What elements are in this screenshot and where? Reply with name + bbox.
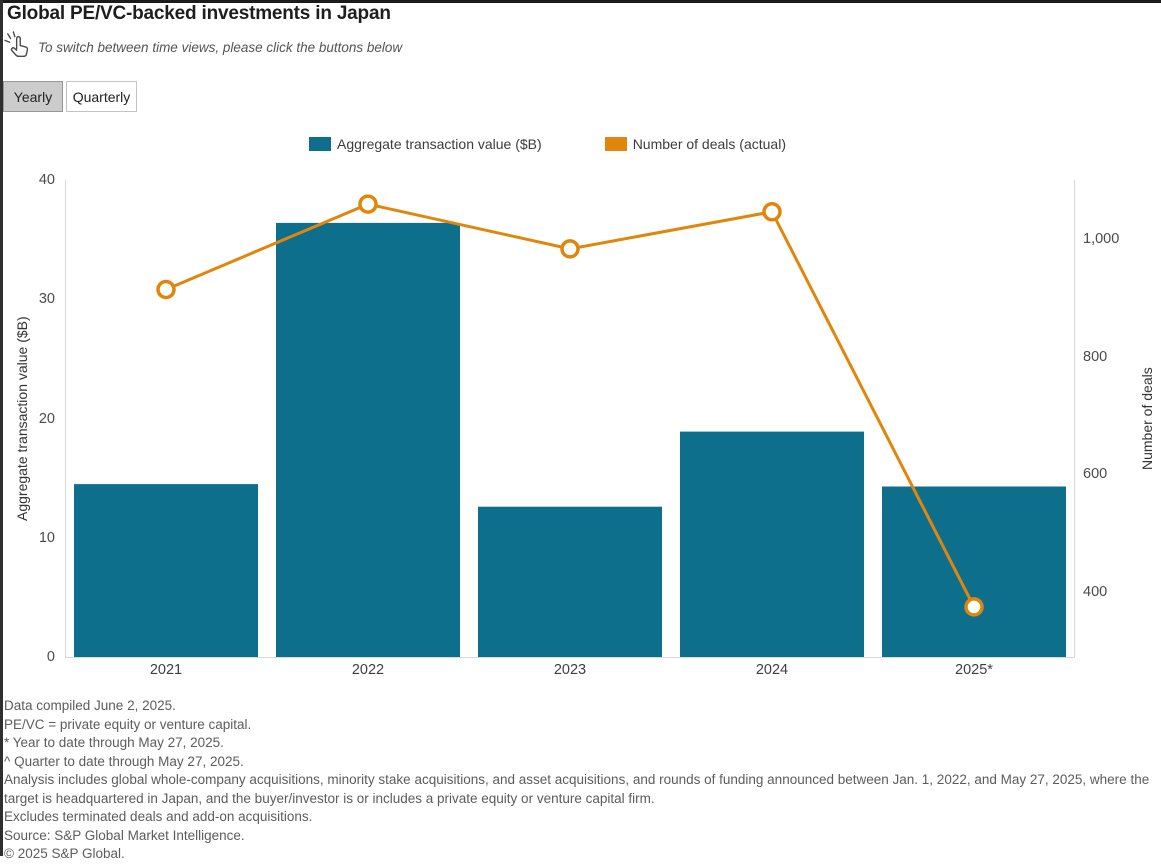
yearly-button[interactable]: Yearly: [3, 81, 63, 112]
legend-item-number-of-deals[interactable]: Number of deals (actual): [604, 136, 786, 152]
x-label-2024: 2024: [755, 662, 789, 678]
bar-series-swatch: [309, 137, 331, 151]
footnote-line-1: Data compiled June 2, 2025.: [4, 698, 176, 713]
right-tick-1000: 1,000: [1083, 230, 1120, 247]
legend-label: Number of deals (actual): [632, 136, 786, 152]
right-tick-800: 800: [1083, 348, 1108, 365]
footnote-line-2: PE/VC = private equity or venture capita…: [4, 716, 252, 732]
x-label-2021: 2021: [149, 662, 183, 678]
screen-edge-top: [0, 0, 1161, 3]
instruction-text: To switch between time views, please cli…: [38, 40, 403, 55]
footnote-line-8: © 2025 S&P Global.: [4, 846, 125, 861]
page-title: Global PE/VC-backed investments in Japan: [7, 3, 391, 24]
marker-2024[interactable]: [762, 202, 782, 222]
x-label-2023: 2023: [553, 662, 587, 678]
legend-label: Aggregate transaction value ($B): [337, 136, 542, 152]
screen-edge-left: [0, 0, 3, 856]
legend-item-transaction-value[interactable]: Aggregate transaction value ($B): [309, 136, 542, 152]
right-axis-ticks: 400 600 800 1,000: [1083, 180, 1135, 658]
line-series-swatch: [604, 137, 627, 151]
left-tick-0: 0: [46, 649, 55, 665]
plot-area: [65, 180, 1075, 658]
footnote-line-4: ^ Quarter to date through May 27, 2025.: [4, 753, 244, 769]
footnote-line-6: Excludes terminated deals and add-on acq…: [4, 809, 313, 824]
right-axis-title: Number of deals: [1139, 367, 1155, 470]
bar-2024[interactable]: [680, 431, 864, 657]
left-tick-30: 30: [38, 291, 55, 308]
bar-2022[interactable]: [276, 222, 460, 657]
marker-2025*[interactable]: [964, 597, 984, 617]
tap-hand-icon: [4, 31, 29, 58]
bar-2023[interactable]: [478, 506, 662, 657]
marker-2022[interactable]: [358, 194, 378, 214]
x-label-2025*: 2025*: [955, 662, 993, 678]
footnote-line-5: Analysis includes global whole-company a…: [4, 772, 1150, 806]
left-tick-10: 10: [38, 529, 55, 546]
right-tick-400: 400: [1083, 584, 1108, 601]
left-axis-ticks: 0 10 20 30 40: [0, 172, 55, 665]
x-label-2022: 2022: [351, 662, 385, 678]
right-tick-600: 600: [1083, 466, 1108, 483]
marker-2021[interactable]: [156, 279, 176, 300]
quarterly-button[interactable]: Quarterly: [66, 81, 137, 112]
footnotes: Data compiled June 2, 2025. PE/VC = priva…: [4, 697, 1156, 864]
bar-2021[interactable]: [74, 484, 258, 657]
left-tick-40: 40: [38, 172, 55, 188]
x-axis-labels: 2021 2022 2023 2024 2025*: [65, 662, 1075, 682]
bar-2025*[interactable]: [882, 486, 1066, 658]
marker-2023[interactable]: [560, 239, 580, 259]
footnote-line-3: * Year to date through May 27, 2025.: [4, 735, 224, 750]
chart-legend: Aggregate transaction value ($B) Number …: [309, 136, 786, 152]
footnote-line-7: Source: S&P Global Market Intelligence.: [4, 827, 245, 843]
left-tick-20: 20: [38, 410, 55, 427]
